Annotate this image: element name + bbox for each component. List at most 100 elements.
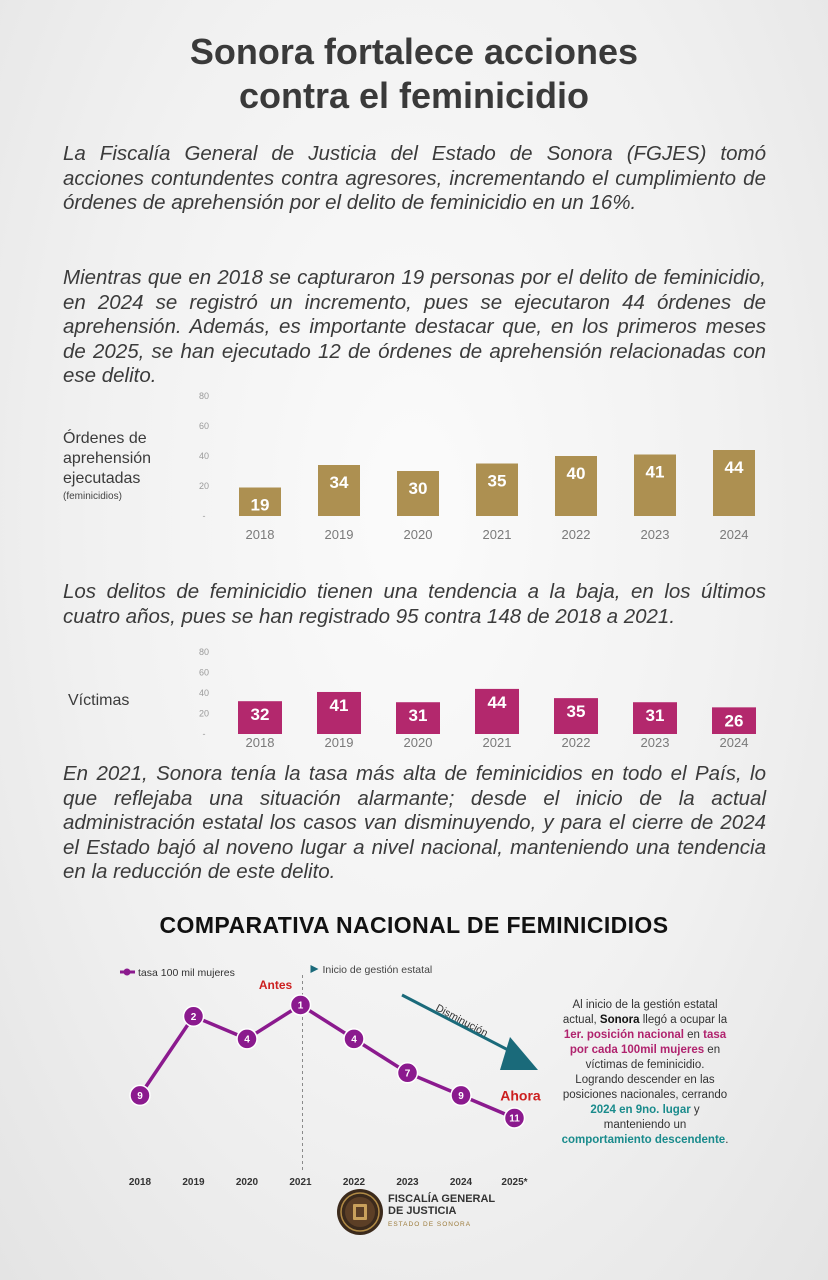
- series-point: [289, 994, 312, 1016]
- x-tick-label: 2021: [483, 735, 512, 750]
- comparison-note: Al inicio de la gestión estatal actual, …: [561, 999, 729, 1146]
- bar-value-label: 40: [567, 464, 586, 483]
- bar: [239, 487, 281, 516]
- management-start-marker: [310, 965, 319, 973]
- x-tick-label: 2018: [246, 735, 275, 750]
- x-tick-label: 2019: [182, 1177, 205, 1188]
- bar: [318, 465, 360, 516]
- y-tick-label: 80: [199, 647, 209, 657]
- orders-chart-ylabel: Órdenes de aprehensión ejecutadas: [63, 430, 152, 487]
- bar-value-label: 44: [488, 693, 507, 712]
- x-tick-label: 2018: [129, 1177, 152, 1188]
- fiscalia-seal-logo: [337, 1189, 383, 1235]
- point-value-label: 7: [405, 1068, 411, 1079]
- trend-paragraph: Los delitos de feminicidio tienen una te…: [63, 580, 766, 628]
- x-tick-label: 2019: [325, 527, 354, 542]
- trend-arrow-head: [500, 1037, 538, 1070]
- bar-value-label: 44: [725, 458, 744, 477]
- series-point: [182, 1005, 205, 1028]
- bar-value-label: 30: [409, 479, 428, 498]
- x-tick-label: 2020: [404, 527, 433, 542]
- bar-value-label: 41: [330, 696, 349, 715]
- point-value-label: 11: [509, 1114, 520, 1125]
- bar: [397, 471, 439, 516]
- comparison-title: COMPARATIVA NACIONAL DE FEMINICIDIOS: [159, 912, 669, 938]
- management-start-label: Inicio de gestión estatal: [323, 964, 433, 976]
- x-tick-label: 2022: [562, 527, 591, 542]
- bar: [633, 702, 677, 734]
- bar-value-label: 41: [646, 463, 665, 482]
- bar: [476, 463, 518, 516]
- ranking-paragraph: En 2021, Sonora tenía la tasa más alta d…: [63, 762, 766, 883]
- x-tick-label: 2020: [236, 1177, 259, 1188]
- x-tick-label: 2024: [450, 1177, 473, 1188]
- bar: [396, 702, 440, 734]
- point-value-label: 4: [351, 1034, 357, 1045]
- x-tick-label: 2025*: [501, 1177, 527, 1188]
- fiscalia-logo-text: FISCALÍA GENERAL DE JUSTICIA ESTADO DE S…: [388, 1193, 496, 1228]
- y-tick-label: 20: [199, 481, 209, 491]
- x-tick-label: 2023: [641, 735, 670, 750]
- x-tick-label: 2019: [325, 735, 354, 750]
- arrests-paragraph: Mientras que en 2018 se capturaron 19 pe…: [63, 266, 766, 387]
- orders-bar-chart: 80 60 40 20 - 19 2018 34 2019 30 2020 35 2021 40 2022 4…: [199, 391, 755, 542]
- trend-label: Disminución: [434, 1002, 490, 1040]
- y-tick-label: 80: [199, 391, 209, 401]
- national-comparison-line-chart: tasa 100 mil mujeres Inicio de gestión es…: [120, 964, 541, 1188]
- x-tick-label: 2021: [483, 527, 512, 542]
- point-value-label: 9: [137, 1091, 143, 1102]
- y-tick-label: 20: [199, 709, 209, 719]
- series-point: [129, 1084, 151, 1107]
- x-tick-label: 2024: [720, 735, 749, 750]
- bar: [475, 688, 519, 734]
- victims-bar-chart: 80 60 40 20 - 32 2018 41 2019 31 2020 44 2021 35 2022 3…: [199, 647, 756, 750]
- bar: [634, 454, 676, 516]
- y-tick-label: -: [203, 511, 206, 521]
- bar-value-label: 35: [567, 702, 586, 721]
- point-value-label: 9: [458, 1091, 464, 1102]
- x-tick-label: 2018: [246, 527, 275, 542]
- y-tick-label: -: [203, 729, 206, 739]
- legend-marker: [123, 968, 131, 976]
- y-tick-label: 60: [199, 421, 209, 431]
- x-tick-label: 2023: [396, 1177, 419, 1188]
- series-point: [396, 1062, 419, 1084]
- series-point: [236, 1028, 258, 1050]
- bar-value-label: 19: [251, 496, 270, 515]
- series-point: [450, 1084, 472, 1107]
- series-point: [503, 1107, 526, 1129]
- trend-arrow-line: [401, 993, 511, 1053]
- y-tick-label: 40: [199, 451, 209, 461]
- bar: [238, 701, 282, 734]
- x-tick-label: 2020: [404, 735, 433, 750]
- legend-label: tasa 100 mil mujeres: [138, 967, 235, 979]
- page-title: Sonora fortalece acciones contra el femi…: [189, 31, 639, 116]
- bar-value-label: 34: [330, 473, 349, 492]
- bar-value-label: 35: [488, 472, 507, 491]
- point-value-label: 1: [298, 1001, 304, 1012]
- x-tick-label: 2022: [343, 1177, 366, 1188]
- x-tick-label: 2021: [289, 1177, 312, 1188]
- bar-value-label: 31: [646, 706, 665, 725]
- bar: [555, 456, 597, 516]
- bar-value-label: 32: [251, 705, 270, 724]
- x-tick-label: 2023: [641, 527, 670, 542]
- bar: [554, 698, 598, 734]
- victims-chart-ylabel: Víctimas: [68, 692, 130, 709]
- orders-chart-ylabel-note: (feminicidios): [63, 491, 122, 502]
- point-value-label: 4: [244, 1034, 250, 1045]
- bar-value-label: 31: [409, 706, 428, 725]
- y-tick-label: 40: [199, 688, 209, 698]
- point-value-label: 2: [191, 1012, 197, 1023]
- bar: [317, 691, 361, 734]
- bar: [712, 707, 756, 734]
- bar-value-label: 26: [725, 711, 744, 730]
- series-point: [343, 1028, 365, 1050]
- y-tick-label: 60: [199, 668, 209, 678]
- intro-paragraph: La Fiscalía General de Justicia del Esta…: [63, 142, 766, 214]
- ahora-label: Ahora: [500, 1087, 541, 1103]
- bar: [713, 450, 755, 516]
- antes-label: Antes: [259, 978, 293, 992]
- x-tick-label: 2022: [562, 735, 591, 750]
- x-tick-label: 2024: [720, 527, 749, 542]
